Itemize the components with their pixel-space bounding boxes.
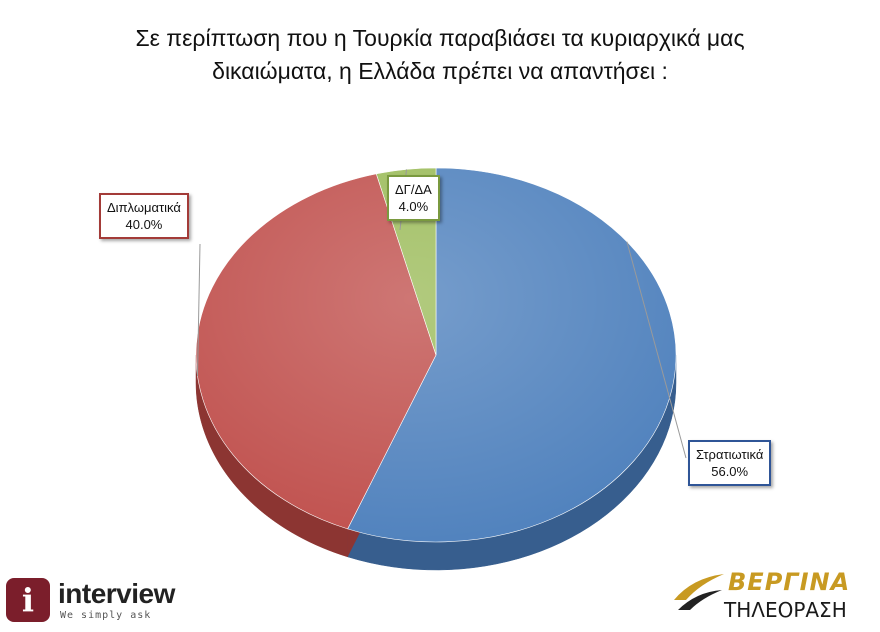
pie-label-name: Στρατιωτικά: [696, 447, 764, 462]
chart-title-line-2: δικαιώματα, η Ελλάδα πρέπει να απαντήσει…: [212, 58, 668, 84]
pie-tops: [195, 167, 677, 543]
leader-line-1: [626, 241, 687, 459]
pie-label-value: 40.0%: [125, 217, 163, 232]
interview-logo-tagline: We simply ask: [60, 610, 152, 621]
pie-label-2: Διπλωματικά 40.0%: [99, 193, 189, 239]
vergina-star-icon: [674, 574, 724, 610]
vergina-logo-sub: ΤΗΛΕΟΡΑΣΗ: [724, 598, 847, 622]
pie-label-3: ΔΓ/ΔΑ 4.0%: [387, 175, 440, 221]
chart-title-line-1: Σε περίπτωση που η Τουρκία παραβιάσει τα…: [135, 25, 745, 51]
interview-i-icon: i: [6, 578, 50, 622]
pie-gloss: [196, 168, 676, 542]
pie-label-name: Διπλωματικά: [107, 200, 181, 215]
pie-label-value: 56.0%: [711, 464, 749, 479]
interview-logo: i interview We simply ask: [6, 578, 206, 630]
vergina-logo-name: ΒΕΡΓΙΝΑ: [728, 568, 851, 596]
interview-logo-name: interview: [58, 578, 175, 609]
pie-label-name: ΔΓ/ΔΑ: [395, 182, 432, 197]
leader-line-2: [197, 243, 201, 377]
vergina-tv-logo: ΒΕΡΓΙΝΑ ΤΗΛΕΟΡΑΣΗ: [672, 568, 872, 628]
pie-label-1: Στρατιωτικά 56.0%: [688, 440, 772, 486]
chart-title: Σε περίπτωση που η Τουρκία παραβιάσει τα…: [20, 22, 860, 88]
pie-label-value: 4.0%: [398, 199, 429, 214]
